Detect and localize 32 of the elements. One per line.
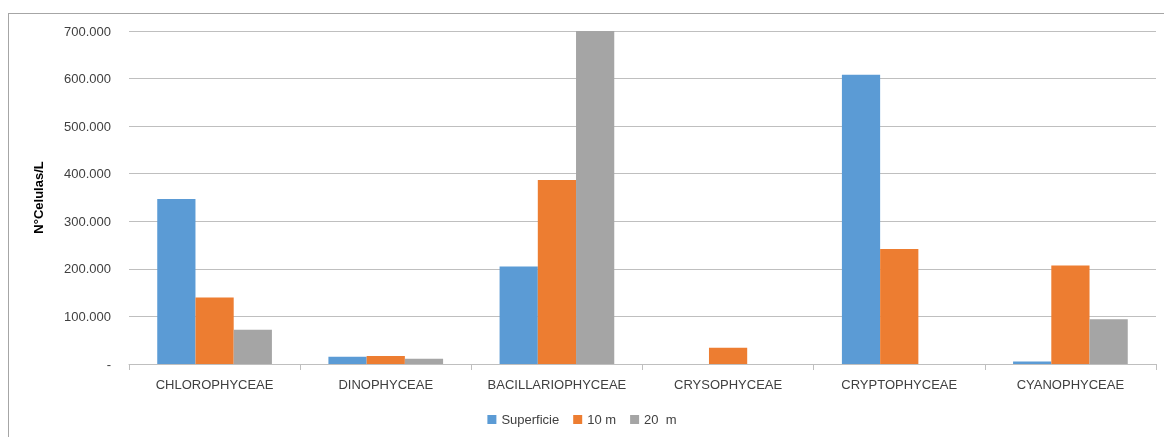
bar <box>880 248 919 364</box>
bar <box>233 329 272 364</box>
x-tick-label: CYANOPHYCEAE <box>1016 377 1125 392</box>
x-tick-label: CRYSOPHYCEAE <box>674 377 783 392</box>
bar <box>576 31 615 364</box>
bar <box>366 355 405 364</box>
x-tick-label: BACILLARIOPHYCEAE <box>487 377 627 392</box>
legend-label: 10 m <box>587 412 617 427</box>
legend-label: 20 m <box>644 412 677 427</box>
x-tick-label: CHLOROPHYCEAE <box>155 377 274 392</box>
x-tick-label: CRYPTOPHYCEAE <box>841 377 958 392</box>
bar <box>1051 265 1090 364</box>
bar <box>1089 319 1128 364</box>
y-tick-label: 600.000 <box>64 71 111 87</box>
bar <box>708 347 748 364</box>
bar <box>841 74 881 364</box>
x-tick-label: DINOPHYCEAE <box>338 377 434 392</box>
bar <box>195 297 234 364</box>
y-tick-label: 200.000 <box>64 261 111 277</box>
bar <box>157 198 196 364</box>
y-tick-label: 300.000 <box>64 213 111 229</box>
y-tick-label: 400.000 <box>64 166 111 182</box>
legend-label: Superficie <box>501 412 560 427</box>
bar <box>537 179 577 364</box>
y-tick-label: - <box>106 356 111 372</box>
y-tick-label: 500.000 <box>64 118 111 134</box>
bar <box>328 356 367 364</box>
y-axis-title: N°Celulas/L <box>31 161 46 234</box>
y-tick-label: 100.000 <box>64 308 111 324</box>
y-tick-label: 700.000 <box>64 23 111 39</box>
bar <box>404 358 444 364</box>
bar <box>499 266 538 364</box>
